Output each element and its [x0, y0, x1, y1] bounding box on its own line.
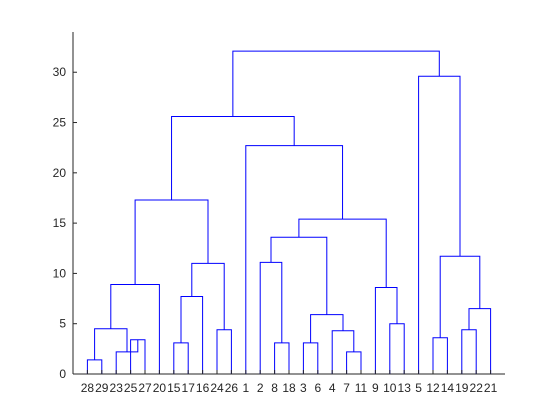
- dendrogram-link: [270, 236, 328, 315]
- leaf-label: 29: [95, 381, 109, 395]
- leaf-label: 17: [182, 381, 196, 395]
- dendrogram-link: [171, 115, 295, 200]
- dendrogram-link: [94, 328, 128, 360]
- leaf-label: 24: [210, 381, 224, 395]
- y-tick-label: 15: [53, 216, 67, 230]
- dendrogram-link: [180, 296, 204, 374]
- dendrogram-link: [259, 261, 283, 374]
- leaf-label: 13: [398, 381, 412, 395]
- leaf-label: 6: [314, 381, 321, 395]
- dendrogram-link: [432, 337, 448, 374]
- leaf-label: 10: [383, 381, 397, 395]
- x-axis-ticks: 28 29 23 25 27 20 15 17 16 24 26 1 2 8 18 3 6 4 7 11 9 10 13 5 1…: [81, 370, 498, 395]
- dendrogram-link: [298, 218, 387, 288]
- leaf-label: 7: [343, 381, 350, 395]
- dendrogram-link: [346, 351, 362, 374]
- dendrogram-link: [110, 283, 160, 374]
- leaf-label: 11: [355, 381, 368, 395]
- dendrogram-link: [468, 308, 492, 374]
- dendrogram-link: [461, 329, 477, 374]
- y-tick-label: 25: [53, 116, 67, 130]
- dendrogram-link: [389, 323, 405, 374]
- leaf-label: 14: [441, 381, 455, 395]
- dendrogram-link: [274, 342, 290, 374]
- leaf-label: 9: [372, 381, 379, 395]
- y-tick-label: 5: [59, 317, 66, 331]
- dendrogram-link: [331, 330, 355, 374]
- leaf-label: 4: [329, 381, 336, 395]
- y-tick-label: 30: [53, 65, 67, 79]
- dendrogram-link: [191, 262, 225, 330]
- dendrogram-link: [418, 75, 461, 374]
- y-tick-label: 10: [53, 266, 67, 280]
- leaf-label: 18: [282, 381, 296, 395]
- dendrogram-link: [216, 329, 232, 374]
- dendrogram-link: [86, 359, 103, 374]
- leaf-label: 28: [81, 381, 95, 395]
- dendrogram-link: [310, 314, 344, 343]
- leaf-label: 26: [225, 381, 239, 395]
- dendrogram-link: [245, 145, 344, 374]
- dendrogram-link: [374, 286, 398, 374]
- y-tick-label: 0: [59, 367, 66, 381]
- leaf-label: 20: [153, 381, 167, 395]
- y-tick-label: 20: [53, 166, 67, 180]
- leaf-label: 2: [257, 381, 264, 395]
- leaf-label: 19: [455, 381, 469, 395]
- dendrogram-link: [115, 339, 139, 374]
- leaf-label: 3: [300, 381, 307, 395]
- y-axis-ticks: 0 5 10 15 20 25 30: [53, 65, 77, 381]
- dendrogram-link: [232, 50, 440, 117]
- dendrogram-link: [173, 342, 189, 374]
- leaf-label: 27: [138, 381, 152, 395]
- dendrogram-link: [302, 342, 319, 374]
- leaf-label: 23: [110, 381, 124, 395]
- leaf-label: 21: [484, 381, 498, 395]
- leaf-label: 1: [242, 381, 249, 395]
- leaf-label: 22: [470, 381, 484, 395]
- leaf-label: 25: [124, 381, 138, 395]
- leaf-label: 15: [167, 381, 181, 395]
- leaf-label: 16: [196, 381, 210, 395]
- dendrogram-link: [439, 255, 481, 338]
- dendrogram-link: [134, 199, 209, 285]
- leaf-label: 12: [426, 381, 440, 395]
- leaf-label: 5: [415, 381, 422, 395]
- dendrogram-links: [86, 50, 492, 374]
- leaf-label: 8: [271, 381, 278, 395]
